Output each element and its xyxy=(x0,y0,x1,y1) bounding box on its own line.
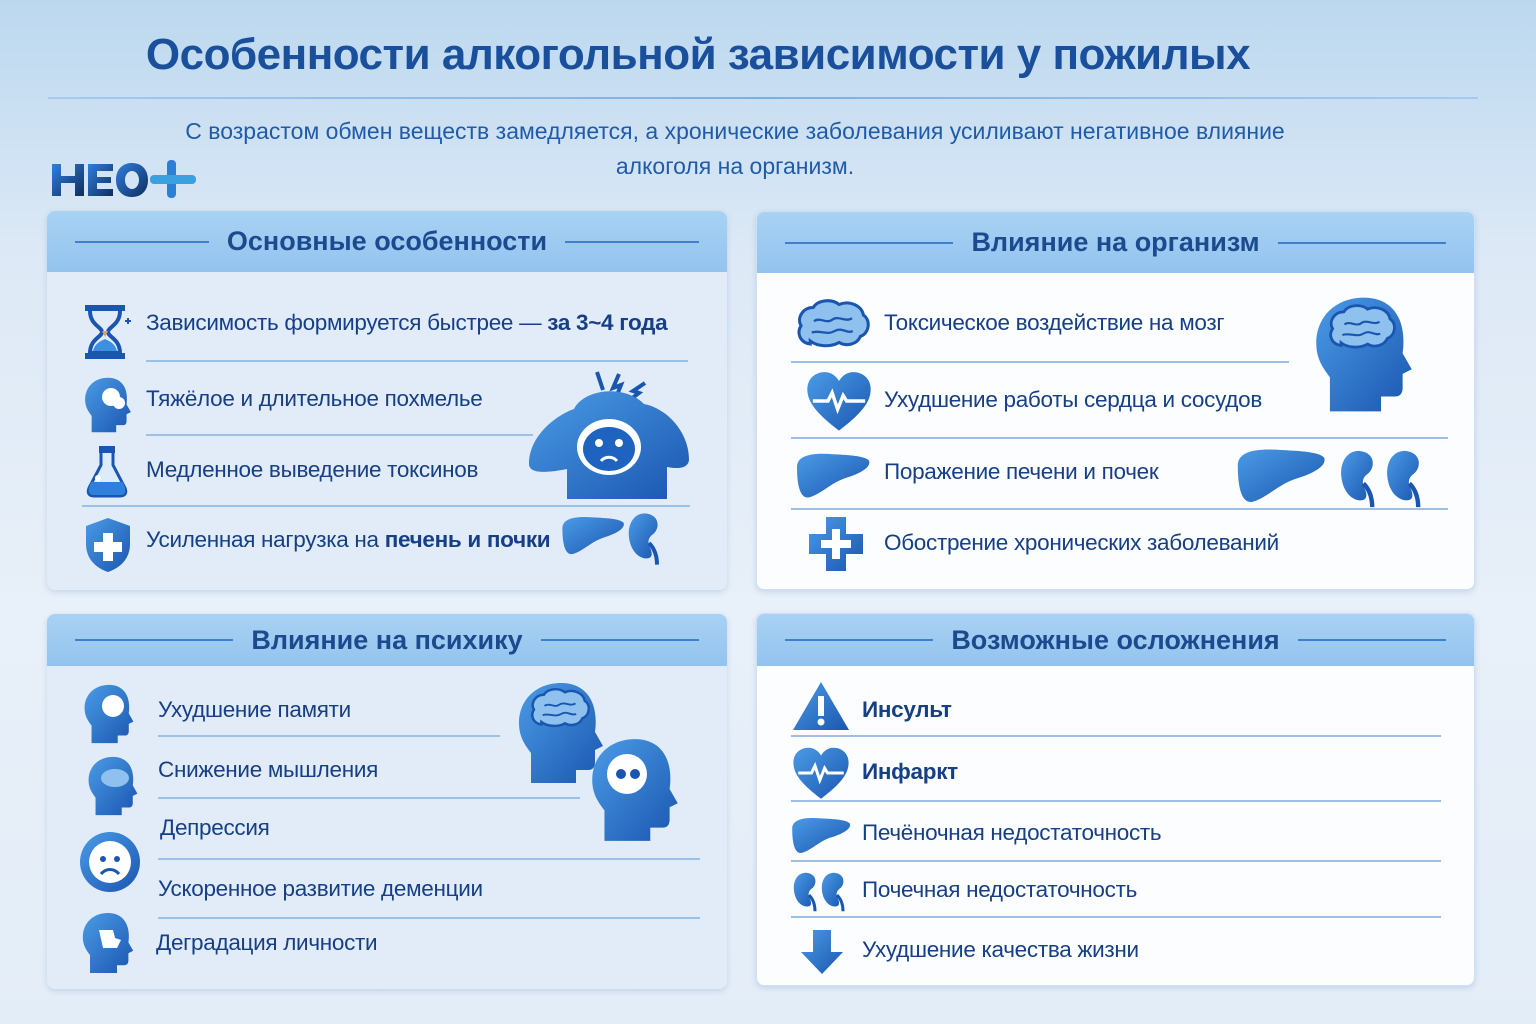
list-item: Усиленная нагрузка на печень и почки xyxy=(146,527,551,552)
panel-header: Влияние на организм xyxy=(757,212,1474,273)
divider xyxy=(791,361,1289,363)
sad-face-icon xyxy=(80,832,140,892)
liver-icon xyxy=(793,450,873,500)
head-brain-illustration xyxy=(1305,292,1423,417)
kidney-icon xyxy=(1383,448,1427,510)
divider xyxy=(791,508,1448,510)
hourglass-icon xyxy=(85,305,131,359)
divider xyxy=(791,860,1441,862)
arrow-down-icon xyxy=(801,930,843,974)
list-item: Ухудшение памяти xyxy=(158,697,351,722)
divider xyxy=(82,505,690,507)
head-icon xyxy=(79,375,137,435)
panel-complications: Возможные осложнения Инсульт Инфаркт Печ… xyxy=(756,613,1475,986)
divider xyxy=(146,434,533,436)
panel-header: Влияние на психику xyxy=(47,614,727,666)
liver-icon xyxy=(559,511,627,559)
heart-pulse-icon xyxy=(803,370,875,432)
panel-body-effects: Влияние на организм Токсическое воздейст… xyxy=(756,211,1475,590)
flask-icon xyxy=(86,446,128,498)
divider xyxy=(158,735,500,737)
page-subtitle: С возрастом обмен веществ замедляется, а… xyxy=(150,114,1320,184)
list-item: Инфаркт xyxy=(862,759,958,784)
list-item: Обострение хронических заболеваний xyxy=(884,530,1279,555)
panel-title: Основные особенности xyxy=(226,226,548,256)
head-memory-icon xyxy=(77,682,141,746)
panel-title: Влияние на психику xyxy=(251,624,523,655)
list-item: Медленное выведение токсинов xyxy=(146,457,479,482)
divider xyxy=(791,916,1441,918)
panel-header: Возможные осложнения xyxy=(757,614,1474,666)
liver-icon xyxy=(789,814,853,856)
list-item: Ускоренное развитие деменции xyxy=(158,876,483,901)
head-thought-illustration xyxy=(583,734,687,846)
page-title: Особенности алкогольной зависимости у по… xyxy=(145,30,1251,79)
head-puzzle-icon xyxy=(75,910,141,976)
list-item: Поражение печени и почек xyxy=(884,459,1159,484)
panel-psyche-effects: Влияние на психику Ухудшение памяти Сниж… xyxy=(47,614,727,989)
list-item: Снижение мышления xyxy=(158,757,378,782)
subtitle-line-1: С возрастом обмен веществ замедляется, а… xyxy=(185,118,1285,144)
list-item: Почечная недостаточность xyxy=(862,877,1137,902)
divider xyxy=(158,858,700,860)
list-item: Тяжёлое и длительное похмелье xyxy=(146,386,483,411)
list-item: Инсульт xyxy=(862,697,952,722)
list-item: Депрессия xyxy=(160,815,270,840)
neo-plus-logo xyxy=(52,160,196,198)
medical-cross-icon xyxy=(809,517,863,571)
kidney-icon xyxy=(1337,448,1381,510)
list-item: Токсическое воздействие на мозг xyxy=(884,310,1225,335)
warning-icon xyxy=(793,682,849,730)
head-thinking-icon xyxy=(81,754,145,818)
headache-person-illustration xyxy=(529,371,689,499)
shield-cross-icon xyxy=(86,518,130,572)
panel-main-features: Основные особенности Зависимость формиру… xyxy=(47,211,727,590)
kidney-icon xyxy=(819,870,849,914)
brain-icon xyxy=(795,296,871,354)
title-divider xyxy=(48,97,1478,99)
list-item: Ухудшение работы сердца и сосудов xyxy=(884,387,1262,412)
divider xyxy=(791,437,1448,439)
subtitle-line-2: алкоголя на организм. xyxy=(615,153,855,179)
panel-title: Возможные осложнения xyxy=(951,624,1280,655)
list-item: Зависимость формируется быстрее — за 3~4… xyxy=(146,310,668,335)
divider xyxy=(791,800,1441,802)
divider xyxy=(146,360,688,362)
divider xyxy=(791,735,1441,737)
list-item: Деградация личности xyxy=(156,930,378,955)
divider xyxy=(158,797,580,799)
panel-header: Основные особенности xyxy=(47,211,727,272)
panel-title: Влияние на организм xyxy=(971,227,1260,257)
heart-pulse-icon xyxy=(791,746,851,800)
kidney-icon xyxy=(625,511,665,567)
divider xyxy=(158,917,700,919)
list-item: Ухудшение качества жизни xyxy=(862,937,1139,962)
list-item: Печёночная недостаточность xyxy=(862,820,1162,845)
kidney-icon xyxy=(791,870,821,914)
liver-icon xyxy=(1233,446,1329,504)
